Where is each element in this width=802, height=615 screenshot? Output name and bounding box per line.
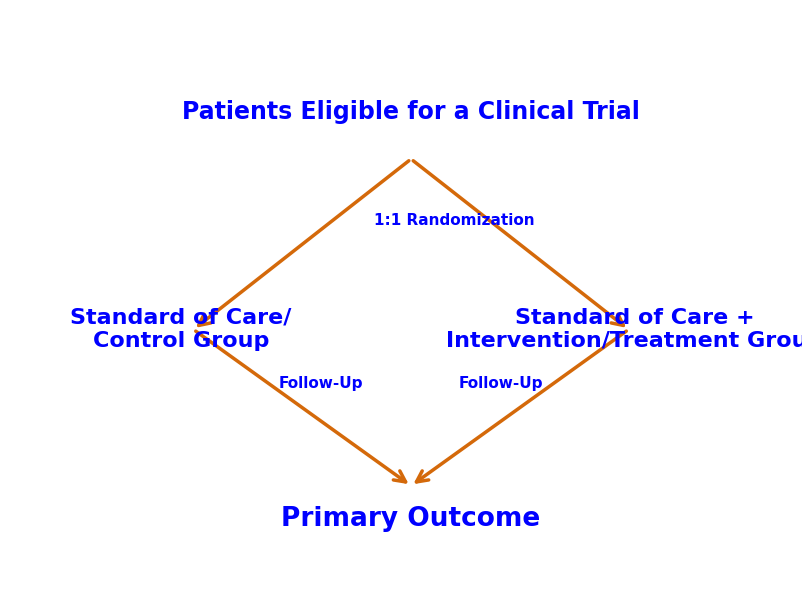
Text: Standard of Care +
Intervention/Treatment Group: Standard of Care + Intervention/Treatmen…: [446, 308, 802, 351]
Text: 1:1 Randomization: 1:1 Randomization: [375, 213, 535, 228]
Text: Follow-Up: Follow-Up: [278, 376, 363, 392]
Text: Primary Outcome: Primary Outcome: [282, 506, 541, 532]
Text: Follow-Up: Follow-Up: [459, 376, 544, 392]
Text: Patients Eligible for a Clinical Trial: Patients Eligible for a Clinical Trial: [182, 100, 640, 124]
Text: Standard of Care/
Control Group: Standard of Care/ Control Group: [71, 308, 292, 351]
